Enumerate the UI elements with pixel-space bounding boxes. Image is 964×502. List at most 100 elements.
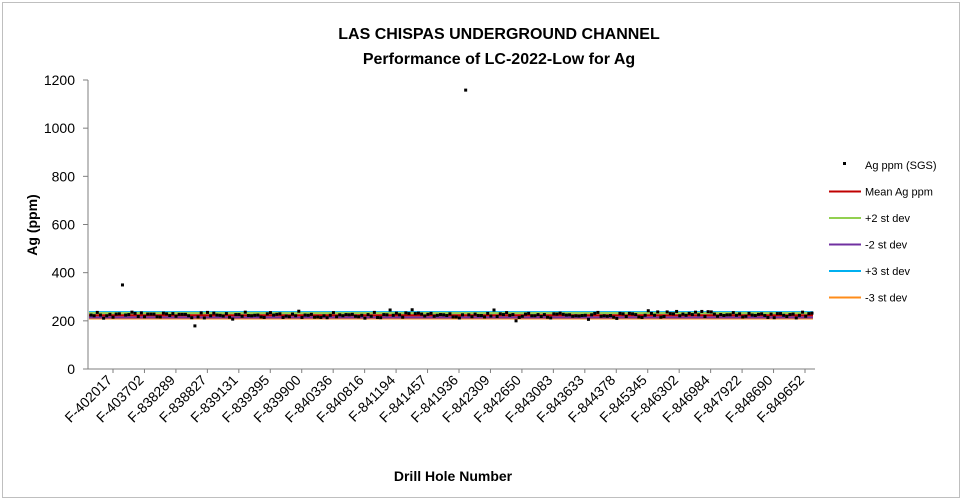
data-point: [265, 312, 269, 316]
data-point: [168, 314, 172, 318]
data-point: [520, 314, 524, 318]
data-point: [552, 312, 556, 316]
data-point: [542, 313, 546, 317]
data-point: [461, 313, 465, 317]
data-point: [231, 317, 235, 321]
data-point: [319, 315, 323, 319]
data-point: [599, 314, 603, 318]
data-point: [750, 313, 754, 317]
data-point: [779, 312, 783, 316]
data-point: [533, 314, 537, 318]
y-tick-label: 400: [52, 265, 76, 281]
data-point: [196, 315, 200, 319]
data-point: [782, 313, 786, 317]
data-point: [420, 312, 424, 316]
data-point: [646, 309, 650, 313]
data-point: [102, 316, 106, 320]
data-point: [684, 313, 688, 317]
data-point: [769, 312, 773, 316]
data-point: [369, 314, 373, 318]
data-point: [615, 316, 619, 320]
data-point: [124, 313, 128, 317]
data-point: [694, 310, 698, 314]
data-point: [95, 310, 99, 314]
data-point: [287, 315, 291, 319]
data-point: [426, 312, 430, 316]
data-point: [391, 313, 395, 317]
data-point: [580, 314, 584, 318]
data-point: [171, 312, 175, 316]
data-point: [593, 311, 597, 315]
data-point: [659, 315, 663, 319]
data-point: [401, 315, 405, 319]
data-point: [756, 312, 760, 316]
data-point: [394, 311, 398, 315]
data-point: [753, 314, 757, 318]
data-point: [719, 313, 723, 317]
data-point: [571, 314, 575, 318]
data-point: [794, 316, 798, 320]
data-point: [435, 313, 439, 317]
legend-label: -3 st dev: [865, 293, 908, 305]
data-point: [114, 312, 118, 316]
data-point: [139, 311, 143, 315]
data-point: [187, 314, 191, 318]
data-point: [136, 314, 140, 318]
legend-label: +2 st dev: [865, 213, 910, 225]
data-point: [766, 315, 770, 319]
data-point: [224, 312, 228, 316]
data-point: [350, 312, 354, 316]
data-point: [316, 315, 320, 319]
legend-label: Mean Ag ppm: [865, 187, 933, 199]
y-tick-label: 1200: [44, 72, 75, 88]
data-point: [202, 316, 206, 320]
data-point: [511, 313, 515, 317]
data-point: [92, 314, 96, 318]
data-point: [527, 311, 531, 315]
legend-label: +3 st dev: [865, 266, 910, 278]
legend-marker: [843, 162, 846, 165]
data-point: [649, 311, 653, 315]
data-point: [690, 313, 694, 317]
data-point: [284, 314, 288, 318]
data-point: [495, 314, 499, 318]
data-point: [558, 311, 562, 315]
legend-label: Ag ppm (SGS): [865, 160, 937, 172]
data-point: [442, 313, 446, 317]
data-point: [574, 314, 578, 318]
data-point: [728, 313, 732, 317]
chart-canvas: LAS CHISPAS UNDERGROUND CHANNEL Performa…: [24, 26, 937, 484]
data-point: [530, 314, 534, 318]
data-point: [479, 314, 483, 318]
legend-label: -2 st dev: [865, 240, 908, 252]
data-point: [492, 308, 496, 312]
data-point: [731, 311, 735, 315]
data-point: [568, 313, 572, 317]
data-point: [165, 312, 169, 316]
data-point: [734, 313, 738, 317]
data-point: [564, 313, 568, 317]
data-point: [596, 310, 600, 314]
data-point: [624, 314, 628, 318]
data-point: [498, 312, 502, 316]
data-point: [117, 312, 121, 316]
data-point: [300, 315, 304, 319]
data-point: [240, 314, 244, 318]
data-point: [577, 314, 581, 318]
data-point: [228, 315, 232, 319]
data-point: [640, 315, 644, 319]
data-point: [637, 315, 641, 319]
data-point: [785, 314, 789, 318]
data-point: [451, 315, 455, 319]
data-point: [376, 315, 380, 319]
data-point: [539, 314, 543, 318]
data-point: [357, 315, 361, 319]
data-point: [448, 312, 452, 316]
data-point: [155, 315, 159, 319]
data-point: [791, 312, 795, 316]
data-point: [212, 311, 216, 315]
y-tick-label: 600: [52, 217, 76, 233]
data-point: [272, 313, 276, 317]
data-point: [331, 311, 335, 315]
data-point: [536, 313, 540, 317]
